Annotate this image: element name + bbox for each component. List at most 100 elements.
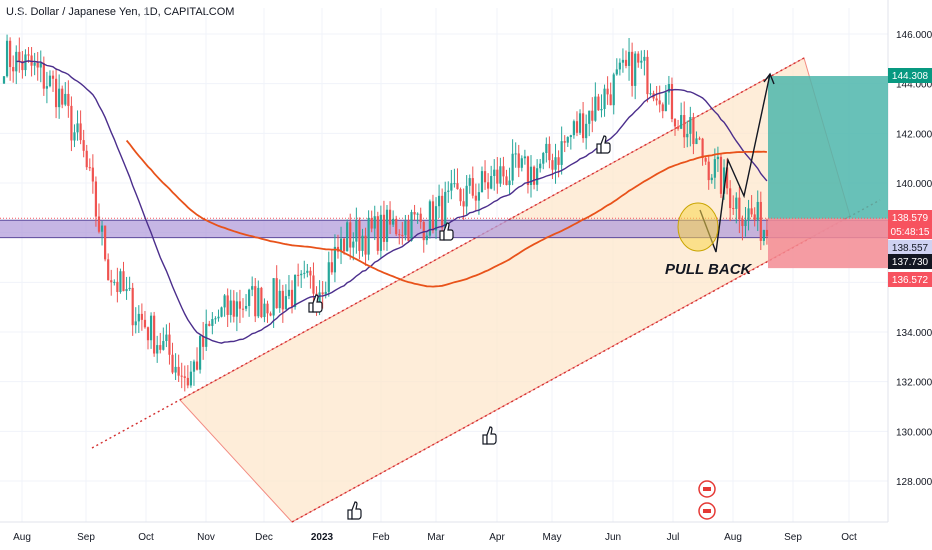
candle-body bbox=[710, 177, 713, 181]
candle-body bbox=[713, 159, 716, 178]
candle-body bbox=[759, 201, 762, 241]
candle-body bbox=[153, 315, 156, 354]
candle-body bbox=[229, 300, 232, 315]
candle-body bbox=[643, 56, 646, 61]
candle-body bbox=[658, 100, 661, 105]
price-label-box bbox=[888, 224, 932, 239]
candle-body bbox=[735, 197, 738, 209]
candle-body bbox=[401, 234, 404, 236]
candle-body bbox=[447, 190, 450, 192]
candle-body bbox=[82, 140, 85, 151]
candle-body bbox=[425, 235, 428, 241]
candle-body bbox=[434, 206, 438, 231]
candle-body bbox=[410, 212, 413, 241]
candle-body bbox=[634, 53, 637, 86]
x-tick-label: Dec bbox=[255, 532, 273, 543]
candle-body bbox=[385, 209, 389, 242]
candle-body bbox=[416, 213, 419, 215]
candle-body bbox=[88, 167, 91, 169]
candle-body bbox=[493, 169, 496, 177]
candle-body bbox=[536, 168, 539, 185]
candle-body bbox=[560, 141, 563, 165]
candle-body bbox=[27, 54, 30, 56]
candle-body bbox=[655, 98, 658, 101]
candle-body bbox=[159, 345, 162, 350]
candle-body bbox=[125, 289, 128, 292]
candle-body bbox=[343, 238, 346, 252]
candle-body bbox=[480, 171, 484, 193]
position-stop-zone bbox=[768, 218, 888, 269]
candle-body bbox=[490, 176, 493, 189]
candle-body bbox=[756, 201, 759, 220]
thumb-hand bbox=[443, 222, 454, 241]
thumb-cuff bbox=[347, 509, 353, 520]
thumbs-up-icon bbox=[347, 501, 362, 520]
candle-body bbox=[156, 345, 159, 354]
thumb-cuff bbox=[439, 230, 445, 241]
candle-body bbox=[266, 303, 269, 314]
thumbs-up-icon bbox=[482, 426, 497, 445]
candle-body bbox=[254, 286, 257, 317]
candle-body bbox=[572, 121, 576, 136]
candle-body bbox=[683, 115, 686, 138]
x-tick-label: Apr bbox=[489, 532, 505, 543]
candle-body bbox=[627, 51, 631, 66]
candle-body bbox=[618, 62, 621, 70]
candle-body bbox=[232, 300, 235, 317]
candle-body bbox=[413, 212, 416, 215]
price-label-box bbox=[888, 210, 932, 225]
candle-body bbox=[747, 208, 750, 221]
candle-body bbox=[640, 60, 643, 63]
candle-body bbox=[591, 110, 594, 121]
candle-body bbox=[137, 313, 140, 322]
candle-body bbox=[545, 143, 548, 154]
candle-body bbox=[578, 113, 582, 133]
candle-body bbox=[186, 377, 189, 386]
x-tick-label: Aug bbox=[724, 532, 742, 543]
candle-body bbox=[278, 290, 281, 309]
candle-body bbox=[45, 86, 48, 89]
x-axis: Aug Sep Oct Nov Dec 2023 Feb Mar Apr May Jun Jul Aug… bbox=[0, 521, 888, 543]
candle-body bbox=[588, 110, 591, 124]
candle-body bbox=[205, 323, 208, 347]
candle-body bbox=[637, 53, 640, 63]
thumb-hand bbox=[486, 426, 497, 445]
ma-fast-line bbox=[16, 60, 768, 344]
candle-body bbox=[248, 289, 251, 307]
thumbs-up-icon bbox=[439, 222, 454, 241]
x-tick-label: Mar bbox=[427, 532, 445, 543]
candle-body bbox=[85, 150, 88, 168]
candle-body bbox=[76, 123, 79, 133]
candle-body bbox=[339, 238, 343, 252]
candle-body bbox=[260, 287, 263, 318]
candle-body bbox=[738, 197, 741, 220]
candle-body bbox=[502, 166, 505, 177]
candle-body bbox=[744, 220, 747, 227]
candle-body bbox=[456, 183, 459, 190]
candle-body bbox=[107, 259, 110, 281]
candle-body bbox=[569, 135, 572, 138]
candle-body bbox=[376, 216, 379, 251]
y-tick-label: 144.000 bbox=[896, 80, 932, 91]
candle-body bbox=[441, 195, 444, 228]
x-tick-label: Aug bbox=[13, 532, 31, 543]
candle-body bbox=[238, 301, 242, 309]
candle-body bbox=[269, 313, 272, 316]
candle-body bbox=[281, 290, 284, 310]
candle-body bbox=[581, 113, 585, 139]
candle-body bbox=[444, 191, 447, 228]
candle-body bbox=[70, 105, 73, 141]
candle-body bbox=[612, 74, 615, 106]
candle-body bbox=[511, 153, 514, 181]
candle-body bbox=[202, 335, 205, 347]
candle-body bbox=[750, 208, 753, 215]
candle-body bbox=[407, 220, 410, 241]
candle-body bbox=[487, 182, 490, 189]
candle-body bbox=[505, 176, 508, 186]
candle-body bbox=[701, 138, 704, 159]
annotations: PULL BACK bbox=[308, 72, 775, 520]
candle-body bbox=[459, 189, 462, 202]
candle-body bbox=[542, 153, 545, 164]
candle-body bbox=[241, 308, 245, 310]
